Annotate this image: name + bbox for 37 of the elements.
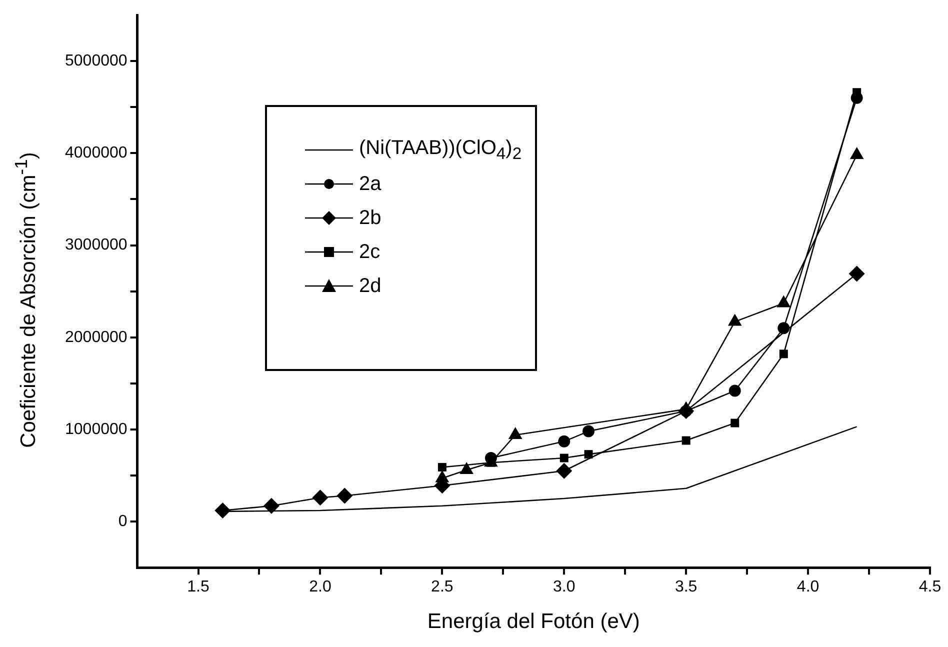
- y-tick-label: 0: [118, 512, 128, 530]
- y-tick-label: 2000000: [64, 328, 128, 346]
- x-tick-label: 4.5: [918, 578, 942, 596]
- text: 4.0: [796, 578, 820, 596]
- x-tick-label: 2.5: [431, 578, 454, 596]
- point: [584, 450, 593, 459]
- legend-label: (Ni(TAAB))(ClO$_{4}$)$_{2}$: [359, 136, 522, 164]
- point: [560, 454, 568, 462]
- point: [848, 266, 865, 282]
- point: [730, 418, 740, 428]
- point: [779, 350, 788, 358]
- y-tick-label: 3000000: [64, 236, 128, 254]
- legend-label: 2b: [359, 206, 382, 230]
- x-tick-label: 1.5: [187, 578, 210, 596]
- point: [682, 436, 690, 445]
- point: [336, 488, 353, 504]
- point: [312, 490, 328, 506]
- x-axis-title: Energía del Fotón (eV): [427, 610, 640, 634]
- point: [728, 384, 741, 397]
- y-tick-label: 4000000: [64, 144, 128, 162]
- legend-label: 2a: [359, 172, 382, 196]
- text: 3.0: [553, 578, 576, 596]
- legend-label: 2c: [359, 240, 380, 264]
- y-tick-label: 5000000: [64, 52, 128, 70]
- x-tick-label: 3.5: [674, 578, 698, 596]
- text: 2.0: [309, 578, 332, 596]
- point: [558, 435, 570, 448]
- point: [850, 92, 863, 104]
- legend-label: 2d: [359, 274, 382, 298]
- point: [778, 322, 790, 334]
- point: [556, 462, 572, 479]
- point: [484, 452, 497, 464]
- point: [263, 498, 280, 514]
- y-tick-label: 1000000: [64, 420, 128, 438]
- point: [438, 462, 446, 472]
- point: [214, 502, 231, 518]
- point: [582, 425, 595, 438]
